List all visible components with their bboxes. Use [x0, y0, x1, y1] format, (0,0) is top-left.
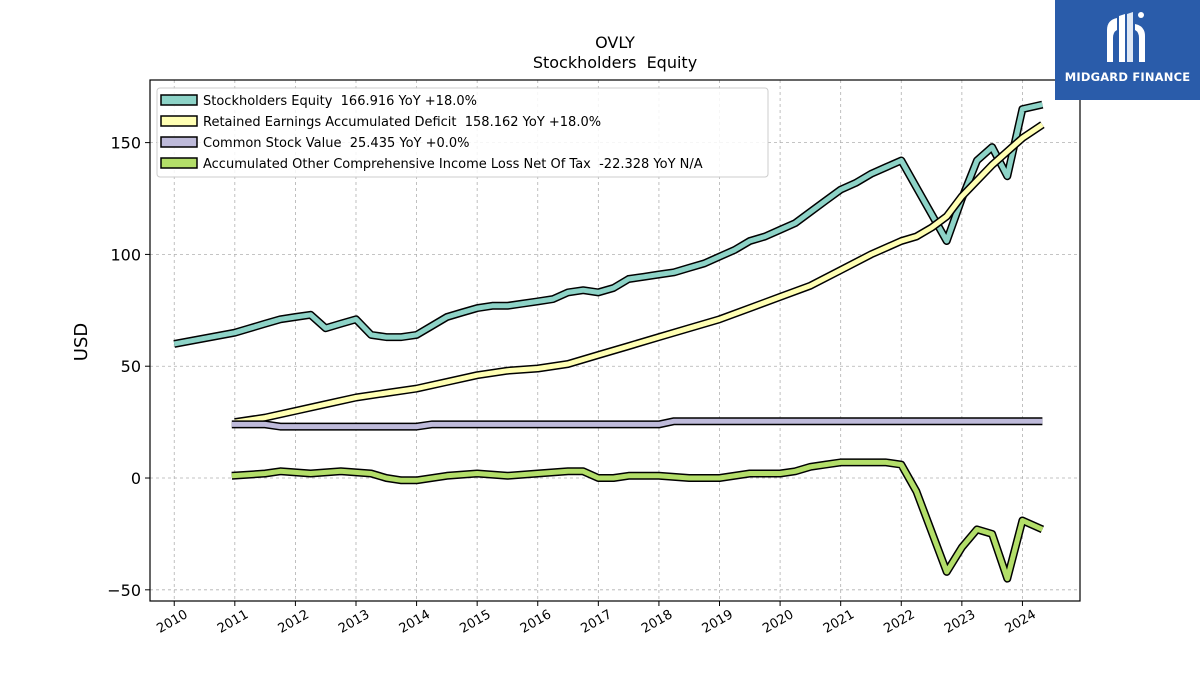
x-tick-label: 2020	[760, 607, 796, 637]
y-tick-label: 100	[110, 245, 141, 264]
x-tick-label: 2013	[336, 607, 372, 637]
series-layer	[173, 100, 1045, 583]
plot-frame	[149, 79, 1081, 602]
y-tick-label: 50	[121, 357, 141, 376]
x-tick-label: 2018	[639, 607, 675, 637]
legend-label: Accumulated Other Comprehensive Income L…	[203, 157, 703, 172]
series-line	[173, 100, 1044, 348]
x-tick-label: 2015	[457, 607, 493, 637]
x-tick-label: 2016	[518, 607, 554, 637]
legend-swatch	[160, 115, 198, 127]
x-tick-label: 2022	[881, 607, 917, 637]
x-tick-label: 2014	[397, 607, 433, 637]
chart-subtitle: Stockholders Equity	[533, 53, 697, 72]
legend-label: Retained Earnings Accumulated Deficit 15…	[203, 115, 601, 130]
series-core	[173, 102, 1043, 347]
x-tick-label: 2023	[942, 607, 978, 637]
x-tick-label: 2010	[154, 607, 190, 637]
x-tick-label: 2019	[700, 607, 736, 637]
y-tick-label: 150	[110, 134, 141, 153]
legend-swatch	[160, 94, 198, 106]
series-line	[231, 458, 1045, 583]
y-tick-label: −50	[107, 581, 141, 600]
brand-logo: MIDGARD FINANCE	[1055, 0, 1200, 100]
y-axis-label: USD	[71, 323, 92, 361]
series-line	[234, 121, 1045, 427]
legend-label: Stockholders Equity 166.916 YoY +18.0%	[203, 94, 477, 109]
series-core	[234, 122, 1044, 425]
y-axis: −50 0 50 100 150	[107, 134, 150, 600]
x-axis: 2010 2011 2012 2013 2014 2015 2016 2017 2018 2019…	[154, 601, 1039, 637]
chart-title: OVLY	[595, 33, 635, 52]
logo-text: MIDGARD FINANCE	[1064, 70, 1191, 84]
legend-label: Common Stock Value 25.435 YoY +0.0%	[203, 136, 470, 151]
x-tick-label: 2021	[821, 607, 857, 637]
x-tick-label: 2017	[579, 607, 615, 637]
series-core	[231, 418, 1043, 430]
y-tick-label: 0	[131, 469, 141, 488]
legend: Stockholders Equity 166.916 YoY +18.0% Re…	[156, 87, 769, 178]
legend-swatch	[160, 157, 198, 169]
x-tick-label: 2011	[215, 607, 251, 637]
series-outline	[231, 458, 1045, 583]
series-core	[231, 459, 1044, 582]
x-tick-label: 2024	[1003, 607, 1039, 637]
legend-swatch	[160, 136, 198, 148]
series-line	[231, 417, 1043, 431]
logo-mark-icon	[1107, 12, 1145, 62]
x-tick-label: 2012	[276, 607, 312, 637]
legend-box	[156, 87, 769, 178]
